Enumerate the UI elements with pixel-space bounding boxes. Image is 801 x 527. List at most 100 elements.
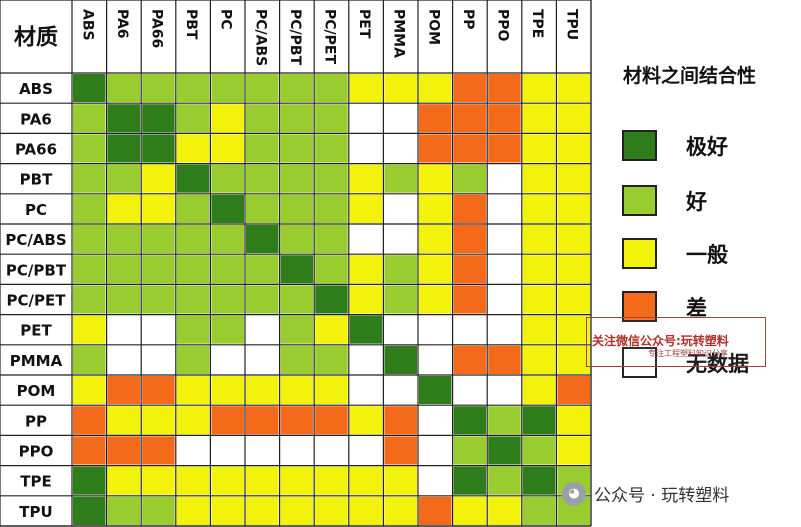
heatmap-cell-pmma-abs bbox=[71, 343, 108, 376]
legend-item-no-data: 无数据 bbox=[622, 347, 749, 378]
heatmap-cell-pp-pbt bbox=[174, 404, 212, 437]
legend-label-good: 好 bbox=[686, 189, 707, 214]
heatmap-cell-pet-pc-pet bbox=[313, 313, 350, 346]
heatmap-cell-pc-pet-tpu bbox=[555, 283, 593, 316]
heatmap-cell-pc-pbt-pet bbox=[347, 253, 385, 286]
heatmap-cell-pa66-pa66 bbox=[140, 132, 177, 165]
heatmap-cell-pc-pet-ppo bbox=[486, 283, 523, 316]
heatmap-cell-abs-pc-pet bbox=[313, 72, 350, 105]
heatmap-cell-tpe-pet bbox=[347, 464, 385, 497]
heatmap-cell-pa6-pbt bbox=[174, 102, 212, 135]
heatmap-cell-pbt-pp bbox=[451, 162, 489, 195]
heatmap-cell-tpu-pa66 bbox=[140, 494, 177, 527]
heatmap-cell-pc-pc-pbt bbox=[278, 192, 316, 226]
heatmap-cell-pet-pp bbox=[451, 313, 489, 346]
heatmap-cell-pc-abs-tpe bbox=[520, 223, 558, 256]
heatmap-cell-pet-pom bbox=[417, 313, 454, 346]
heatmap-cell-pc-pet-pc-abs bbox=[244, 283, 281, 316]
heatmap-cell-pc-abs-pc-pet bbox=[313, 223, 350, 256]
heatmap-cell-pmma-pom bbox=[417, 343, 454, 376]
heatmap-cell-pbt-ppo bbox=[486, 162, 523, 195]
heatmap-cell-tpe-pa6 bbox=[105, 464, 143, 497]
heatmap-cell-pc-abs-pet bbox=[347, 223, 385, 256]
heatmap-cell-pc-abs-pp bbox=[451, 223, 489, 256]
heatmap-cell-pc-pbt-abs bbox=[71, 253, 108, 286]
heatmap-cell-pom-pet bbox=[347, 374, 385, 407]
heatmap-cell-tpu-pbt bbox=[174, 494, 212, 527]
heatmap-cell-pc-pet-pa66 bbox=[140, 283, 177, 316]
row-label-abs: ABS bbox=[19, 80, 53, 98]
heatmap-cell-pp-pet bbox=[347, 404, 385, 437]
row-label-pmma: PMMA bbox=[10, 352, 63, 370]
heatmap-cell-pom-pc-pbt bbox=[278, 374, 316, 407]
heatmap-cell-pp-abs bbox=[71, 404, 108, 437]
heatmap-cell-pp-pa66 bbox=[140, 404, 177, 437]
heatmap-cell-pa66-pa6 bbox=[105, 132, 143, 165]
heatmap-cell-pmma-pbt bbox=[174, 343, 212, 376]
heatmap-cell-abs-pbt bbox=[174, 72, 212, 105]
column-label-pom: POM bbox=[425, 9, 441, 45]
heatmap-cell-pc-pbt-pp bbox=[451, 253, 489, 286]
heatmap-cell-pbt-tpe bbox=[520, 162, 558, 195]
heatmap-cell-ppo-pa6 bbox=[105, 434, 143, 467]
heatmap-cell-ppo-pc-pbt bbox=[278, 434, 316, 467]
watermark-subtext: 专注工程塑料知识分享 bbox=[648, 349, 728, 358]
heatmap-cell-pom-pa6 bbox=[105, 374, 143, 407]
heatmap-cell-pc-abs-abs bbox=[71, 223, 108, 256]
heatmap-cell-pom-pmma bbox=[382, 374, 419, 407]
heatmap-cell-tpe-pmma bbox=[382, 464, 419, 497]
heatmap-cell-tpu-pp bbox=[451, 494, 489, 527]
legend-swatch-excellent bbox=[622, 130, 657, 161]
heatmap-cell-pet-pc bbox=[209, 313, 246, 346]
heatmap-cell-pc-pet-pc-pbt bbox=[278, 283, 316, 316]
heatmap-cell-pet-pc-abs bbox=[244, 313, 281, 346]
heatmap-cell-pa66-pmma bbox=[382, 132, 419, 165]
heatmap-cell-abs-pa6 bbox=[105, 72, 143, 105]
legend-item-fair: 一般 bbox=[622, 238, 728, 269]
heatmap-cell-tpu-pom bbox=[417, 494, 454, 527]
heatmap-cell-pa6-pc-pbt bbox=[278, 102, 316, 135]
heatmap-cell-tpe-pc-abs bbox=[244, 464, 281, 497]
legend-item-excellent: 极好 bbox=[622, 130, 728, 161]
row-label-pa66: PA66 bbox=[15, 141, 57, 159]
heatmap-cell-abs-pc-abs bbox=[244, 72, 281, 105]
heatmap-cell-pc-pbt-pc-pet bbox=[313, 253, 350, 286]
heatmap-cell-pa6-ppo bbox=[486, 102, 523, 135]
column-label-pc-pet: PC/PET bbox=[322, 9, 338, 64]
heatmap-cell-pc-pc bbox=[209, 192, 246, 226]
heatmap-cell-pet-pbt bbox=[174, 313, 212, 346]
heatmap-cell-ppo-pbt bbox=[174, 434, 212, 467]
heatmap-cell-pa66-pc-abs bbox=[244, 132, 281, 165]
heatmap-cell-ppo-pc-abs bbox=[244, 434, 281, 467]
heatmap-cell-pbt-pom bbox=[417, 162, 454, 195]
heatmap-cell-pa66-pbt bbox=[174, 132, 212, 165]
heatmap-cell-pc-tpu bbox=[555, 192, 593, 226]
heatmap-cell-pet-ppo bbox=[486, 313, 523, 346]
row-label-pc: PC bbox=[25, 201, 47, 219]
heatmap-cell-pet-tpe bbox=[520, 313, 558, 346]
heatmap-cell-pa66-pc bbox=[209, 132, 246, 165]
heatmap-cell-pa66-tpe bbox=[520, 132, 558, 165]
row-label-tpu: TPU bbox=[19, 503, 52, 521]
heatmap-cell-pa6-pc-pet bbox=[313, 102, 350, 135]
heatmap-cell-pc-pet-pet bbox=[347, 283, 385, 316]
heatmap-cell-abs-pet bbox=[347, 72, 385, 105]
heatmap-cell-pa66-pet bbox=[347, 132, 385, 165]
row-label-pbt: PBT bbox=[20, 171, 53, 189]
heatmap-cell-pmma-pc-pet bbox=[313, 343, 350, 376]
heatmap-cell-abs-pa66 bbox=[140, 72, 177, 105]
row-label-pc-pbt: PC/PBT bbox=[6, 261, 67, 279]
heatmap-cell-pbt-pa66 bbox=[140, 162, 177, 195]
corner-label: 材质 bbox=[14, 26, 58, 51]
heatmap-cell-pet-pc-pbt bbox=[278, 313, 316, 346]
heatmap-cell-pc-pom bbox=[417, 192, 454, 226]
heatmap-cell-ppo-pp bbox=[451, 434, 489, 467]
heatmap-cell-pbt-pbt bbox=[174, 162, 212, 195]
legend-label-poor: 差 bbox=[686, 295, 707, 320]
heatmap-cell-pc-abs-ppo bbox=[486, 223, 523, 256]
heatmap-cell-pc-abs bbox=[71, 192, 108, 226]
heatmap-cell-pbt-pmma bbox=[382, 162, 419, 195]
heatmap-cell-pp-pc-pet bbox=[313, 404, 350, 437]
heatmap-cell-pc-abs-pc bbox=[209, 223, 246, 256]
heatmap-cell-pa6-pet bbox=[347, 102, 385, 135]
